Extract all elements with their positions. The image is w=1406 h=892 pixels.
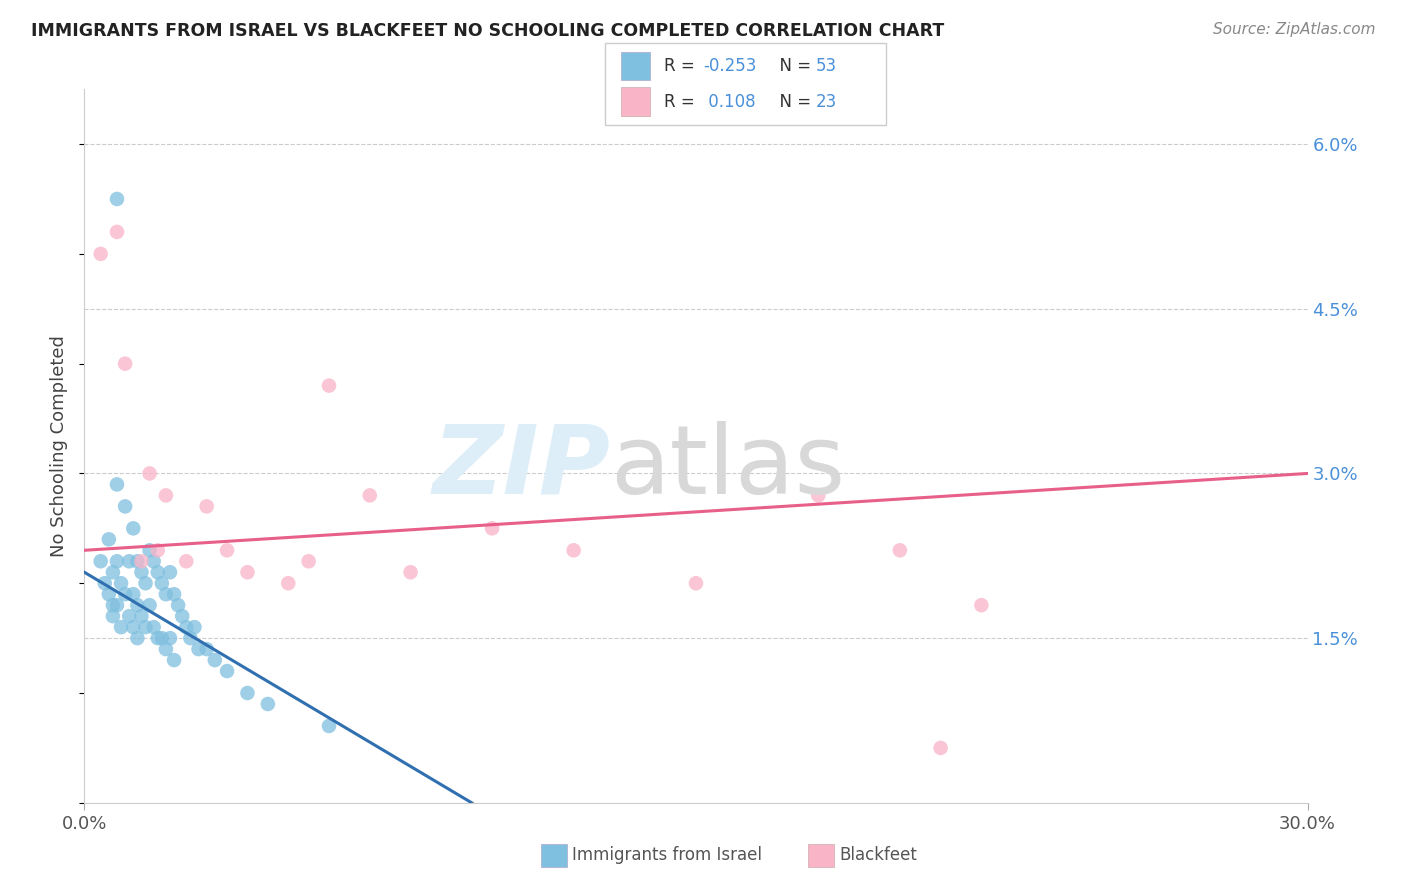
Point <box>179 631 201 645</box>
Point <box>155 587 177 601</box>
Point <box>122 620 145 634</box>
Point <box>155 488 177 502</box>
Point <box>929 740 952 755</box>
Point <box>174 620 197 634</box>
Point <box>146 566 169 580</box>
Point <box>135 620 157 634</box>
Point <box>174 554 197 568</box>
Point <box>122 587 145 601</box>
Point <box>685 576 707 591</box>
Point <box>167 598 190 612</box>
Text: Blackfeet: Blackfeet <box>839 847 917 864</box>
Point <box>105 598 128 612</box>
Point <box>90 554 112 568</box>
Point <box>135 576 157 591</box>
Point <box>807 488 830 502</box>
Point <box>127 554 149 568</box>
Point <box>257 697 280 711</box>
Point <box>187 642 209 657</box>
Point <box>138 543 160 558</box>
Point <box>217 543 239 558</box>
Point <box>195 500 218 514</box>
Point <box>481 521 503 535</box>
Point <box>131 609 153 624</box>
Point <box>142 620 165 634</box>
Text: 0.108: 0.108 <box>703 93 755 111</box>
Y-axis label: No Schooling Completed: No Schooling Completed <box>51 335 69 557</box>
Text: atlas: atlas <box>610 421 845 514</box>
Point <box>159 631 181 645</box>
Point <box>359 488 381 502</box>
Text: Immigrants from Israel: Immigrants from Israel <box>572 847 762 864</box>
Text: R =: R = <box>664 57 700 75</box>
Point <box>146 543 169 558</box>
Point <box>110 576 132 591</box>
Point <box>101 609 124 624</box>
Point <box>90 247 112 261</box>
Point <box>159 566 181 580</box>
Text: N =: N = <box>769 93 817 111</box>
Point <box>118 609 141 624</box>
Point <box>97 587 120 601</box>
Point <box>562 543 585 558</box>
Point <box>131 566 153 580</box>
Text: -0.253: -0.253 <box>703 57 756 75</box>
Point <box>236 566 259 580</box>
Point <box>163 587 186 601</box>
Text: IMMIGRANTS FROM ISRAEL VS BLACKFEET NO SCHOOLING COMPLETED CORRELATION CHART: IMMIGRANTS FROM ISRAEL VS BLACKFEET NO S… <box>31 22 945 40</box>
Point <box>298 554 321 568</box>
Point <box>138 598 160 612</box>
Point <box>146 631 169 645</box>
Point <box>172 609 194 624</box>
Point <box>399 566 422 580</box>
Point <box>155 642 177 657</box>
Text: 23: 23 <box>815 93 837 111</box>
Point <box>118 554 141 568</box>
Point <box>122 521 145 535</box>
Text: Source: ZipAtlas.com: Source: ZipAtlas.com <box>1212 22 1375 37</box>
Point <box>277 576 299 591</box>
Point <box>105 477 128 491</box>
Point <box>236 686 259 700</box>
Text: R =: R = <box>664 93 700 111</box>
Point <box>127 598 149 612</box>
Point <box>195 642 218 657</box>
Point <box>318 378 340 392</box>
Text: 53: 53 <box>815 57 837 75</box>
Point <box>204 653 226 667</box>
Point <box>127 631 149 645</box>
Point <box>101 566 124 580</box>
Point <box>110 620 132 634</box>
Point <box>97 533 120 547</box>
Text: N =: N = <box>769 57 817 75</box>
Point <box>217 664 239 678</box>
Point <box>131 554 153 568</box>
Point <box>138 467 160 481</box>
Point <box>970 598 993 612</box>
Point <box>318 719 340 733</box>
Point <box>114 587 136 601</box>
Point <box>114 500 136 514</box>
Point <box>163 653 186 667</box>
Point <box>150 576 173 591</box>
Text: ZIP: ZIP <box>433 421 610 514</box>
Point <box>101 598 124 612</box>
Point <box>150 631 173 645</box>
Point <box>105 192 128 206</box>
Point <box>105 554 128 568</box>
Point <box>93 576 115 591</box>
Point <box>142 554 165 568</box>
Point <box>183 620 205 634</box>
Point <box>105 225 128 239</box>
Point <box>114 357 136 371</box>
Point <box>889 543 911 558</box>
